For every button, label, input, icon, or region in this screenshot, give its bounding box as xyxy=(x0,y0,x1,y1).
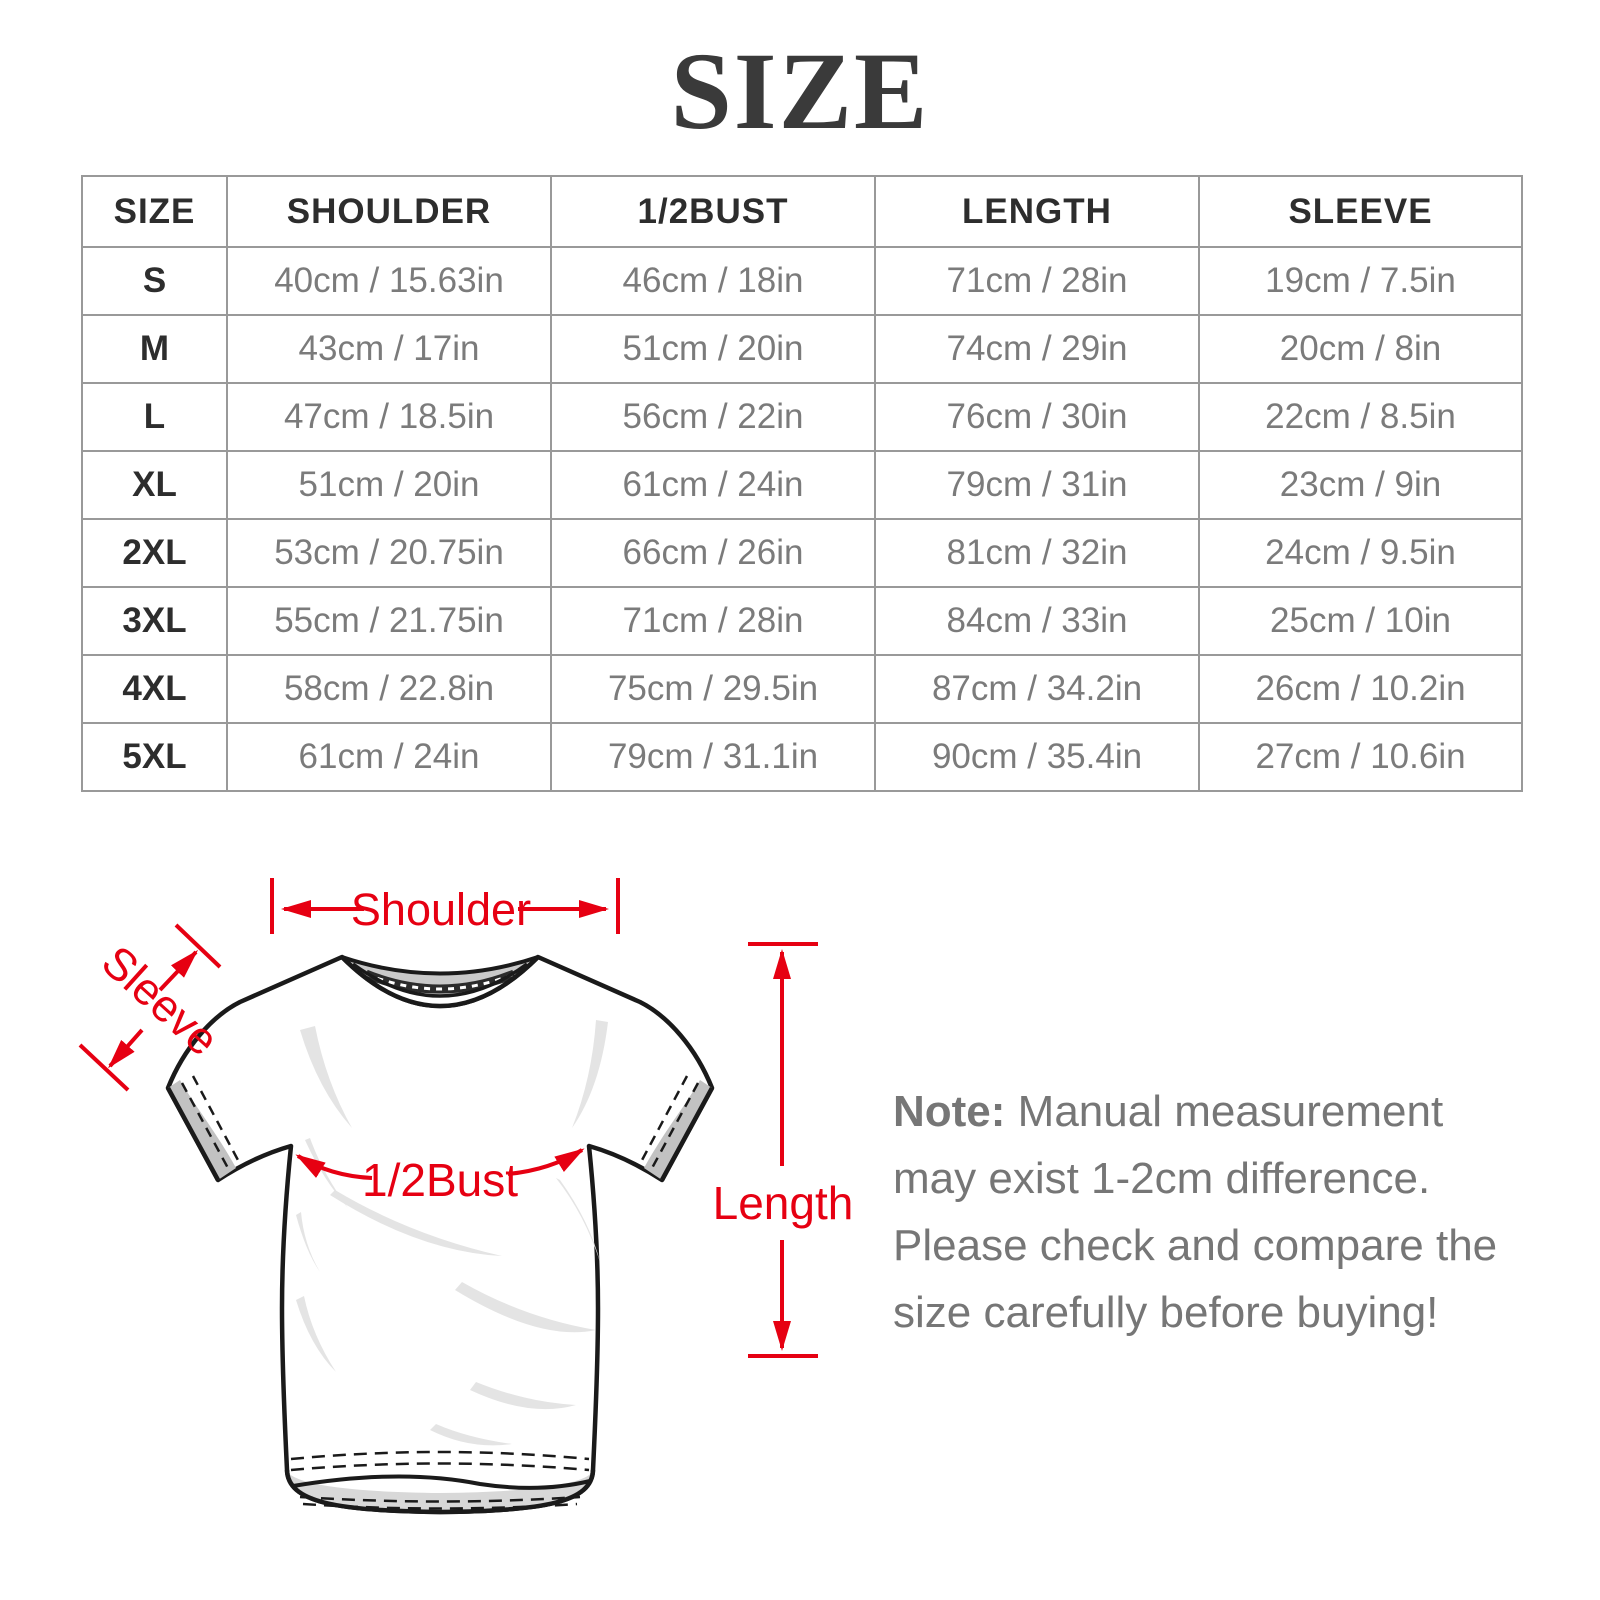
bust-arrow-right xyxy=(507,1148,585,1176)
measurement-cell: 79cm / 31in xyxy=(874,450,1200,520)
size-label: M xyxy=(81,314,228,384)
measurement-cell: 75cm / 29.5in xyxy=(550,654,876,724)
length-label: Length xyxy=(713,1177,854,1229)
measurement-cell: 71cm / 28in xyxy=(550,586,876,656)
collar xyxy=(340,955,540,1009)
size-table-body: S 40cm / 15.63in 46cm / 18in 71cm / 28in 19c… xyxy=(81,246,1523,792)
sleeve-measure xyxy=(78,923,222,1092)
measurement-cell: 53cm / 20.75in xyxy=(226,518,552,588)
measurement-cell: 90cm / 35.4in xyxy=(874,722,1200,792)
measurement-cell: 61cm / 24in xyxy=(550,450,876,520)
measurement-cell: 46cm / 18in xyxy=(550,246,876,316)
table-row: S 40cm / 15.63in 46cm / 18in 71cm / 28in 19c… xyxy=(81,246,1523,316)
sleeve-end-bar-bottom xyxy=(78,1043,130,1092)
column-header-shoulder: SHOULDER xyxy=(226,175,552,248)
measurement-cell: 66cm / 26in xyxy=(550,518,876,588)
table-row: XL 51cm / 20in 61cm / 24in 79cm / 31in 23cm … xyxy=(81,450,1523,520)
note-label: Note: xyxy=(893,1087,1006,1136)
bust-arrow-left xyxy=(295,1154,373,1180)
measurement-cell: 27cm / 10.6in xyxy=(1198,722,1523,792)
half-bust-label: 1/2Bust xyxy=(362,1154,518,1206)
shoulder-measure xyxy=(270,878,620,934)
measurement-cell: 26cm / 10.2in xyxy=(1198,654,1523,724)
measurement-cell: 19cm / 7.5in xyxy=(1198,246,1523,316)
measurement-cell: 87cm / 34.2in xyxy=(874,654,1200,724)
table-header-row: SIZE SHOULDER 1/2BUST LENGTH SLEEVE xyxy=(81,175,1523,248)
measurement-cell: 22cm / 8.5in xyxy=(1198,382,1523,452)
measurement-cell: 84cm / 33in xyxy=(874,586,1200,656)
measurement-cell: 55cm / 21.75in xyxy=(226,586,552,656)
tshirt-size-diagram: Shoulder Sleeve 1/2Bust Length xyxy=(78,878,854,1515)
column-header-halfbust: 1/2BUST xyxy=(550,175,876,248)
measurement-cell: 79cm / 31.1in xyxy=(550,722,876,792)
table-row: 4XL 58cm / 22.8in 75cm / 29.5in 87cm / 34.2… xyxy=(81,654,1523,724)
size-table: SIZE SHOULDER 1/2BUST LENGTH SLEEVE S 40c… xyxy=(81,175,1523,792)
size-label: 4XL xyxy=(81,654,228,724)
table-row: 3XL 55cm / 21.75in 71cm / 28in 84cm / 33in 2… xyxy=(81,586,1523,656)
note-text: Note: Manual measurement may exist 1-2cm… xyxy=(893,1078,1533,1346)
tshirt-graphic xyxy=(165,954,715,1515)
table-row: 2XL 53cm / 20.75in 66cm / 26in 81cm / 32in 2… xyxy=(81,518,1523,588)
size-label: L xyxy=(81,382,228,452)
measurement-cell: 51cm / 20in xyxy=(226,450,552,520)
column-header-length: LENGTH xyxy=(874,175,1200,248)
column-header-size: SIZE xyxy=(81,175,228,248)
left-cuff xyxy=(166,1075,241,1182)
measurement-cell: 40cm / 15.63in xyxy=(226,246,552,316)
measurement-cell: 76cm / 30in xyxy=(874,382,1200,452)
measurement-cell: 25cm / 10in xyxy=(1198,586,1523,656)
column-header-sleeve: SLEEVE xyxy=(1198,175,1523,248)
sleeve-arrow-down xyxy=(108,1028,144,1069)
measurement-cell: 74cm / 29in xyxy=(874,314,1200,384)
bust-measure xyxy=(295,1148,585,1180)
measurement-cell: 58cm / 22.8in xyxy=(226,654,552,724)
measurement-cell: 51cm / 20in xyxy=(550,314,876,384)
measurement-cell: 61cm / 24in xyxy=(226,722,552,792)
measurement-cell: 56cm / 22in xyxy=(550,382,876,452)
measurement-cell: 47cm / 18.5in xyxy=(226,382,552,452)
table-row: 5XL 61cm / 24in 79cm / 31.1in 90cm / 35.4in… xyxy=(81,722,1523,792)
sleeve-arrow-up xyxy=(158,949,199,992)
note-body: Manual measurement may exist 1-2cm diffe… xyxy=(893,1087,1498,1337)
table-row: L 47cm / 18.5in 56cm / 22in 76cm / 30in 22cm… xyxy=(81,382,1523,452)
measurement-cell: 20cm / 8in xyxy=(1198,314,1523,384)
size-label: 3XL xyxy=(81,586,228,656)
measurement-cell: 24cm / 9.5in xyxy=(1198,518,1523,588)
size-label: 5XL xyxy=(81,722,228,792)
length-measure xyxy=(748,942,818,1358)
hem xyxy=(284,1450,596,1515)
shoulder-label: Shoulder xyxy=(351,884,531,935)
measurement-cell: 81cm / 32in xyxy=(874,518,1200,588)
sleeve-end-bar-top xyxy=(174,923,222,969)
page-title: SIZE xyxy=(670,30,930,152)
measurement-cell: 71cm / 28in xyxy=(874,246,1200,316)
right-cuff xyxy=(639,1075,714,1182)
table-row: M 43cm / 17in 51cm / 20in 74cm / 29in 20cm /… xyxy=(81,314,1523,384)
size-label: XL xyxy=(81,450,228,520)
measurement-cell: 43cm / 17in xyxy=(226,314,552,384)
size-label: S xyxy=(81,246,228,316)
size-label: 2XL xyxy=(81,518,228,588)
measurement-cell: 23cm / 9in xyxy=(1198,450,1523,520)
